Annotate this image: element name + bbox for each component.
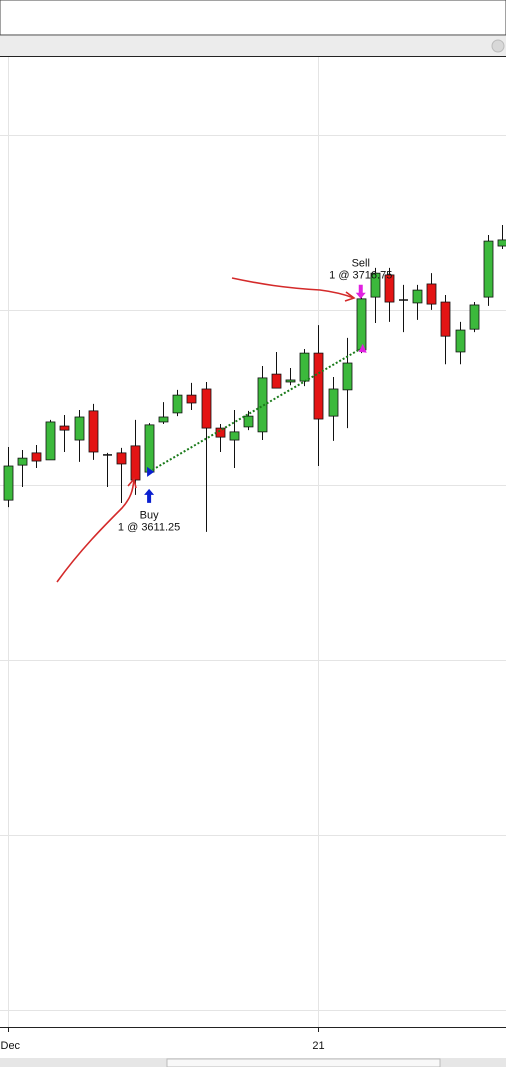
trade-label: Sell: [352, 258, 370, 270]
candle-body: [144, 424, 155, 473]
trade-detail: 1 @ 3716.75: [329, 270, 392, 282]
buy-arrow: [144, 488, 155, 503]
candle-body: [31, 452, 42, 462]
candle-body: [186, 394, 197, 404]
candle-body: [342, 362, 353, 391]
candle-body: [59, 425, 70, 431]
candle-body: [313, 352, 324, 420]
trade-marker: [147, 466, 155, 477]
candle-body: [356, 298, 367, 351]
candle-body: [271, 373, 282, 389]
candle-body: [328, 388, 339, 417]
sell-arrow: [355, 284, 366, 299]
candle-body: [455, 329, 466, 353]
candle-body: [440, 301, 451, 337]
top-bar: [0, 0, 506, 36]
candle-body: [17, 457, 28, 466]
toolbar: [0, 36, 506, 56]
candle-body: [299, 352, 310, 382]
candle-body: [483, 240, 494, 298]
trade-line: [148, 347, 362, 473]
toolbar-button[interactable]: [491, 39, 505, 53]
candle-body: [285, 379, 296, 383]
candle-body: [384, 274, 395, 303]
candle-body: [257, 377, 268, 433]
x-tick-label: Dec: [1, 1040, 21, 1052]
scrollbar-thumb[interactable]: [166, 1058, 441, 1067]
candle-body: [426, 283, 437, 305]
candle-body: [497, 239, 506, 247]
hand-drawn-arrowhead: [344, 291, 356, 302]
candle-body: [130, 445, 141, 481]
candle-body: [45, 421, 56, 461]
hand-drawn-arrowhead: [127, 477, 137, 489]
trade-detail: 1 @ 3611.25: [118, 522, 180, 534]
trade-label: Buy: [140, 510, 159, 522]
candle-body: [88, 410, 99, 453]
hand-drawn-arrow: [56, 478, 135, 583]
candle-body: [229, 431, 240, 441]
hand-drawn-arrow: [231, 277, 355, 299]
candle-body: [172, 394, 183, 414]
candle-body: [3, 465, 14, 501]
candle-body: [370, 272, 381, 298]
candle-body: [158, 416, 169, 423]
candle-body: [116, 452, 127, 465]
trade-marker: [358, 343, 367, 353]
candle-body: [412, 289, 423, 304]
candle-body: [469, 304, 480, 330]
candle-body: [201, 388, 212, 429]
candle-body: [243, 415, 254, 428]
candle-body: [74, 416, 85, 441]
x-tick-label: 21: [312, 1040, 324, 1052]
